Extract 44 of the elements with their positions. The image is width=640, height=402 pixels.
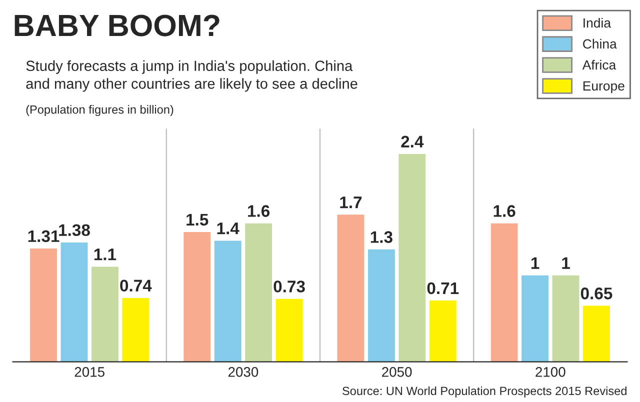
data-label: 2.4 <box>401 136 424 148</box>
data-label: 1.3 <box>370 231 392 243</box>
data-label: 1.1 <box>94 248 116 260</box>
bar <box>60 242 88 362</box>
data-label: 1.7 <box>340 196 362 208</box>
data-label: 1.6 <box>248 205 270 217</box>
legend-label: Europe <box>583 81 624 94</box>
bar <box>214 240 242 362</box>
bar <box>367 248 396 362</box>
bar <box>520 274 550 362</box>
bar <box>490 222 518 362</box>
data-label: 1.4 <box>217 222 240 234</box>
bar <box>336 214 365 362</box>
x-tick-label: 2100 <box>536 367 566 377</box>
legend-label: China <box>583 38 617 49</box>
x-tick-label: 2015 <box>74 367 104 377</box>
data-label: 1.5 <box>186 214 208 226</box>
source-note: Source: UN World Population Prospects 2015 Revised <box>342 386 626 398</box>
data-label: 0.65 <box>580 288 612 300</box>
data-label: 1.31 <box>28 230 60 242</box>
x-tick-label: 2050 <box>382 367 412 377</box>
bar <box>182 231 212 362</box>
chart-title: BABY BOOM? <box>14 14 220 36</box>
bar <box>122 297 150 362</box>
bar <box>90 266 120 362</box>
text: (Population figures in billion) <box>26 105 174 116</box>
data-label: 0.73 <box>274 280 305 292</box>
data-label: 0.71 <box>427 282 459 294</box>
legend-label: India <box>584 18 611 28</box>
legend-label: Africa <box>582 60 616 70</box>
bar <box>398 153 426 362</box>
data-label: 1 <box>531 257 540 269</box>
bar <box>244 222 273 362</box>
bar <box>552 274 580 362</box>
bar <box>29 248 58 362</box>
data-label: 1 <box>562 257 570 269</box>
x-tick-label: 2030 <box>228 367 258 377</box>
chart-subtitle: Study forecasts a jump in India's population. China and many other countries are likely to see a decline <box>26 60 358 92</box>
data-label: 1.38 <box>59 224 90 236</box>
data-label: 0.74 <box>120 280 152 292</box>
data-label: 1.6 <box>494 205 516 217</box>
bar <box>275 298 304 362</box>
bar <box>582 305 611 362</box>
bar <box>428 300 458 362</box>
